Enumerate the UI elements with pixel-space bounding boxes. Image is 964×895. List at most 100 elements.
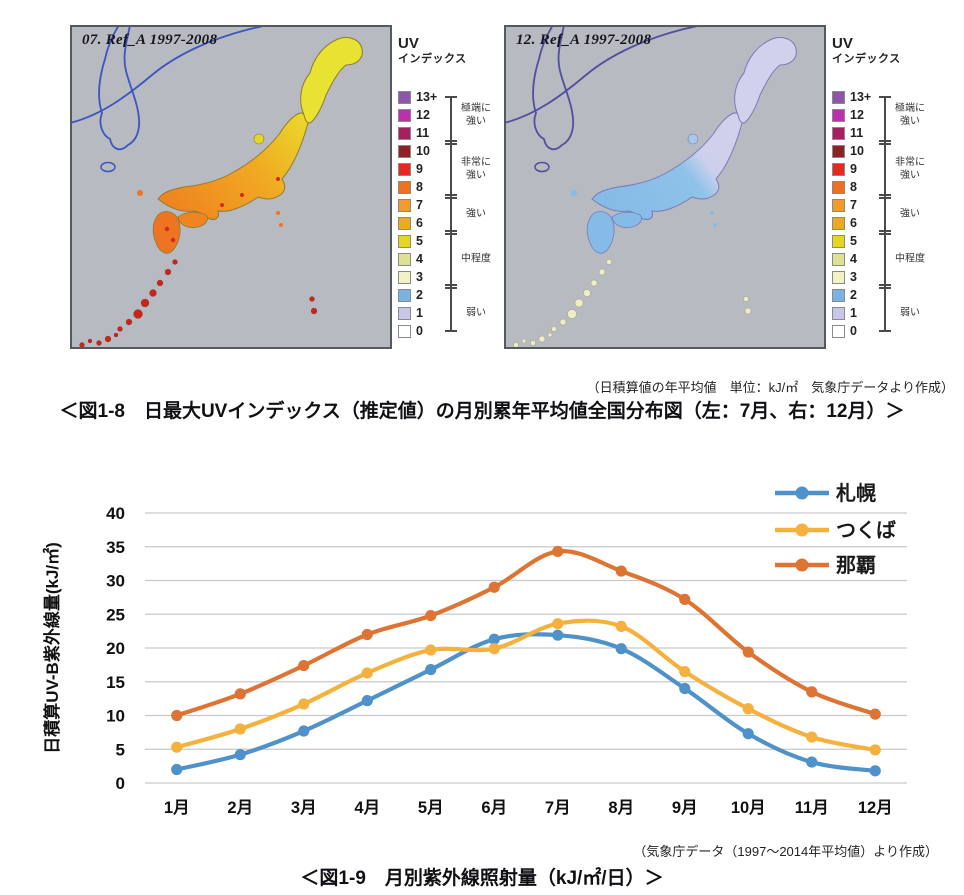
legend-row-uv-2: 2 <box>832 286 857 304</box>
data-point <box>234 749 246 761</box>
legend-swatch <box>832 144 845 158</box>
legend-value: 9 <box>416 162 423 176</box>
data-point <box>679 593 691 605</box>
legend-bracket-tick <box>879 143 891 145</box>
legend-swatch <box>398 288 411 302</box>
legend-swatch <box>398 270 411 284</box>
legend-swatch <box>398 144 411 158</box>
legend-swatch <box>832 108 845 122</box>
legend-scale: 13+ 12 11 10 9 8 7 6 5 4 3 2 1 0 極端に強い 非常に強い 強い 中程度 弱い <box>398 88 503 348</box>
okinawa-island <box>117 326 123 332</box>
legend-swatch <box>398 108 411 122</box>
okinawa-island <box>743 296 749 302</box>
legend-bracket-tick <box>879 233 891 235</box>
data-point <box>425 644 437 656</box>
legend-category-label: 非常に強い <box>895 157 925 181</box>
legend-value: 4 <box>850 252 857 266</box>
map-title-december: 12. Ref_A 1997-2008 <box>516 32 652 48</box>
okinawa-island <box>172 259 178 265</box>
legend-value: 11 <box>416 126 430 140</box>
legend-row-uv-4: 4 <box>832 250 857 268</box>
legend-bracket-cap <box>879 330 891 332</box>
legend-swatch <box>398 162 411 176</box>
data-point <box>552 545 564 558</box>
data-point <box>806 686 818 698</box>
legend-value: 12 <box>850 108 864 122</box>
legend-value: 5 <box>416 234 423 248</box>
legend-row-uv-11: 11 <box>832 124 863 142</box>
okinawa-island <box>590 279 598 287</box>
legend-bracket-cap <box>445 96 457 98</box>
legend-swatch <box>398 90 411 104</box>
data-point <box>615 643 627 655</box>
legend-value: 7 <box>416 198 423 212</box>
okinawa-island <box>156 279 164 287</box>
data-point <box>679 666 691 678</box>
data-point <box>869 744 881 756</box>
legend-label: 那覇 <box>836 554 876 577</box>
okinawa-island <box>559 318 567 326</box>
legend-value: 12 <box>416 108 430 122</box>
legend-category-label: 強い <box>900 208 920 220</box>
tsushima-island <box>137 190 143 196</box>
legend-row-uv-7: 7 <box>832 196 857 214</box>
legend-row-uv-6: 6 <box>398 214 423 232</box>
legend-value: 3 <box>850 270 857 284</box>
y-tick-label: 20 <box>106 639 125 658</box>
legend-bracket-cap <box>445 330 457 332</box>
high-uv-speckle <box>654 203 658 207</box>
legend-value: 10 <box>416 144 430 158</box>
x-tick-label: 10月 <box>731 798 766 817</box>
hokkaido-region <box>300 36 363 124</box>
okinawa-island <box>574 298 584 308</box>
okinawa-island <box>538 335 546 343</box>
legend-category-label: 中程度 <box>461 253 491 265</box>
izu-island <box>710 211 714 215</box>
legend-row-uv-0: 0 <box>832 322 857 340</box>
legend-swatch <box>832 234 845 248</box>
legend-value: 2 <box>850 288 857 302</box>
uv-map-december: 12. Ref_A 1997-2008 <box>504 25 826 349</box>
legend-row-uv-0: 0 <box>398 322 423 340</box>
data-point <box>806 756 818 768</box>
high-uv-speckle <box>164 226 170 232</box>
line-chart-canvas: 0 5 10 15 20 25 30 35 40 1月 2月 3月 4月 5月 6月 7月 8月 9月 10月 11月… <box>42 482 907 817</box>
y-tick-label: 25 <box>106 605 125 624</box>
data-point <box>742 728 754 740</box>
okinawa-island <box>96 340 102 346</box>
okinawa-island <box>79 342 85 347</box>
y-tick-label: 10 <box>106 707 125 726</box>
legend-row-uv-9: 9 <box>398 160 423 178</box>
legend-swatch <box>832 324 845 338</box>
legend-scale: 13+ 12 11 10 9 8 7 6 5 4 3 2 1 0 極端に強い 非常に強い 強い 中程度 弱い <box>832 88 937 348</box>
y-tick-label: 40 <box>106 504 125 523</box>
okinawa-island <box>567 309 577 319</box>
legend-value: 13+ <box>416 90 438 104</box>
series-那覇 <box>171 545 881 722</box>
okinawa-island <box>744 307 752 315</box>
legend-row-uv-2: 2 <box>398 286 423 304</box>
legend-value: 10 <box>850 144 864 158</box>
legend-bracket-cap <box>879 96 891 98</box>
legend-row-uv-4: 4 <box>398 250 423 268</box>
okinawa-island <box>87 338 93 344</box>
high-uv-speckle <box>599 227 603 231</box>
legend-row-uv-7: 7 <box>398 196 423 214</box>
kyushu-region <box>586 211 615 254</box>
data-point <box>488 581 500 593</box>
data-point <box>488 633 500 645</box>
legend-marker <box>795 558 809 572</box>
x-tick-label: 2月 <box>227 798 253 817</box>
x-tick-label: 5月 <box>418 798 444 817</box>
uv-map-july: 07. Ref_A 1997-2008 <box>70 25 392 349</box>
x-tick-label: 11月 <box>795 798 829 817</box>
data-point <box>488 643 500 655</box>
legend-category-label: 極端に強い <box>461 103 491 127</box>
legend-swatch <box>832 162 845 176</box>
legend-swatch <box>832 306 845 320</box>
high-uv-speckle <box>220 203 224 207</box>
japan-map-graphic-december <box>506 27 797 347</box>
japan-map-graphic-july <box>72 27 363 347</box>
legend-value: 9 <box>850 162 857 176</box>
